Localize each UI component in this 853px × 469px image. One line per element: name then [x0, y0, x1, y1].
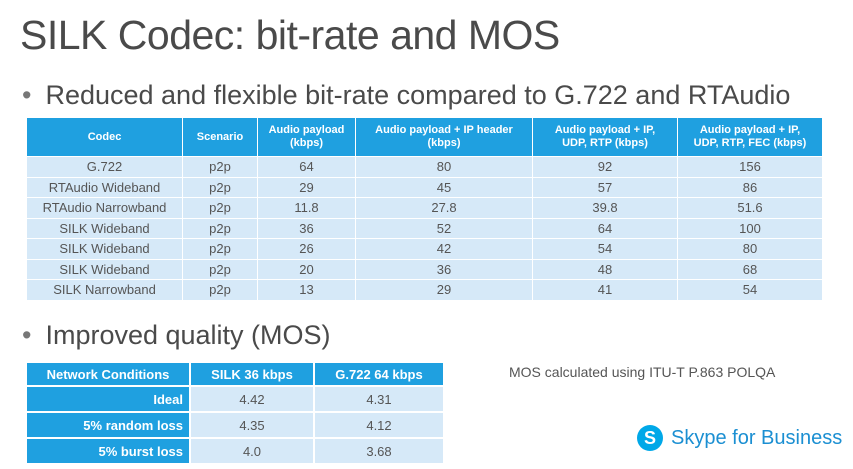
header-payload-ip-udp-rtp: Audio payload + IP, UDP, RTP (kbps) — [533, 118, 678, 156]
table-cell: p2p — [183, 156, 258, 177]
bullet-quality: • Improved quality (MOS) — [22, 320, 331, 351]
table-cell: 57 — [533, 176, 678, 197]
mos-value: 4.42 — [191, 385, 315, 411]
condition-label: 5% random loss — [27, 411, 191, 437]
table-row: Ideal 4.42 4.31 — [27, 385, 443, 411]
table-cell: RTAudio Narrowband — [27, 197, 183, 218]
skype-for-business-brand: S Skype for Business — [637, 425, 842, 451]
mos-value: 4.35 — [191, 411, 315, 437]
bitrate-table: Codec Scenario Audio payload (kbps) Audio… — [27, 118, 822, 300]
table-cell: 36 — [356, 258, 533, 279]
table-cell: 51.6 — [678, 197, 822, 218]
table-row: SILK Narrowband p2p 13 29 41 54 — [27, 279, 822, 300]
bullet-bitrate: • Reduced and flexible bit-rate compared … — [22, 80, 790, 111]
table-cell: G.722 — [27, 156, 183, 177]
mos-value: 3.68 — [315, 437, 443, 463]
header-network-conditions: Network Conditions — [27, 363, 191, 385]
table-cell: 54 — [678, 279, 822, 300]
table-row: 5% burst loss 4.0 3.68 — [27, 437, 443, 463]
table-cell: 41 — [533, 279, 678, 300]
table-row: SILK Wideband p2p 36 52 64 100 — [27, 217, 822, 238]
table-cell: 48 — [533, 258, 678, 279]
skype-logo-icon: S — [637, 425, 663, 451]
header-payload-ip-udp-rtp-fec: Audio payload + IP, UDP, RTP, FEC (kbps) — [678, 118, 822, 156]
table-cell: 13 — [258, 279, 356, 300]
table-cell: 80 — [678, 238, 822, 259]
table-cell: p2p — [183, 258, 258, 279]
bullet-marker: • — [22, 80, 32, 110]
bitrate-table-header-row: Codec Scenario Audio payload (kbps) Audio… — [27, 118, 822, 156]
condition-label: 5% burst loss — [27, 437, 191, 463]
table-cell: 39.8 — [533, 197, 678, 218]
mos-value: 4.12 — [315, 411, 443, 437]
table-cell: 11.8 — [258, 197, 356, 218]
header-scenario: Scenario — [183, 118, 258, 156]
table-cell: 36 — [258, 217, 356, 238]
table-cell: SILK Wideband — [27, 238, 183, 259]
mos-value: 4.31 — [315, 385, 443, 411]
header-payload-ip: Audio payload + IP header (kbps) — [356, 118, 533, 156]
table-cell: SILK Wideband — [27, 217, 183, 238]
table-cell: p2p — [183, 176, 258, 197]
table-cell: SILK Wideband — [27, 258, 183, 279]
table-cell: 54 — [533, 238, 678, 259]
condition-label: Ideal — [27, 385, 191, 411]
table-cell: 100 — [678, 217, 822, 238]
table-cell: 42 — [356, 238, 533, 259]
brand-name: Skype for Business — [671, 426, 843, 449]
table-cell: 64 — [258, 156, 356, 177]
bullet-bitrate-text: Reduced and flexible bit-rate compared t… — [45, 80, 791, 110]
table-row: RTAudio Wideband p2p 29 45 57 86 — [27, 176, 822, 197]
table-row: SILK Wideband p2p 20 36 48 68 — [27, 258, 822, 279]
bullet-quality-text: Improved quality (MOS) — [45, 320, 331, 350]
mos-table-header-row: Network Conditions SILK 36 kbps G.722 64… — [27, 363, 443, 385]
mos-table: Network Conditions SILK 36 kbps G.722 64… — [27, 363, 443, 463]
mos-note: MOS calculated using ITU-T P.863 POLQA — [509, 364, 776, 380]
header-audio-payload: Audio payload (kbps) — [258, 118, 356, 156]
header-codec: Codec — [27, 118, 183, 156]
header-g722: G.722 64 kbps — [315, 363, 443, 385]
table-cell: p2p — [183, 197, 258, 218]
table-cell: 29 — [258, 176, 356, 197]
table-cell: p2p — [183, 217, 258, 238]
table-cell: 29 — [356, 279, 533, 300]
header-silk: SILK 36 kbps — [191, 363, 315, 385]
table-row: RTAudio Narrowband p2p 11.8 27.8 39.8 51.6 — [27, 197, 822, 218]
table-cell: SILK Narrowband — [27, 279, 183, 300]
slide-title: SILK Codec: bit-rate and MOS — [20, 12, 560, 58]
table-cell: 52 — [356, 217, 533, 238]
bullet-marker: • — [22, 320, 32, 350]
table-cell: 45 — [356, 176, 533, 197]
table-cell: RTAudio Wideband — [27, 176, 183, 197]
table-row: G.722 p2p 64 80 92 156 — [27, 156, 822, 177]
table-cell: p2p — [183, 238, 258, 259]
table-cell: 27.8 — [356, 197, 533, 218]
mos-value: 4.0 — [191, 437, 315, 463]
table-cell: 26 — [258, 238, 356, 259]
table-cell: p2p — [183, 279, 258, 300]
table-cell: 86 — [678, 176, 822, 197]
table-row: SILK Wideband p2p 26 42 54 80 — [27, 238, 822, 259]
table-row: 5% random loss 4.35 4.12 — [27, 411, 443, 437]
table-cell: 64 — [533, 217, 678, 238]
table-cell: 68 — [678, 258, 822, 279]
table-cell: 156 — [678, 156, 822, 177]
table-cell: 80 — [356, 156, 533, 177]
table-cell: 92 — [533, 156, 678, 177]
table-cell: 20 — [258, 258, 356, 279]
